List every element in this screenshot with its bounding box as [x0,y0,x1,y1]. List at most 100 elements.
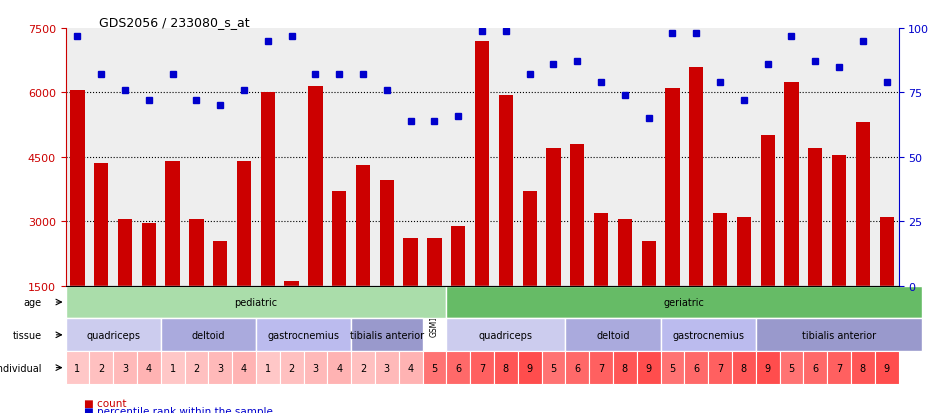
Text: deltoid: deltoid [192,330,225,340]
Text: 2: 2 [98,363,104,373]
Bar [641,241,656,286]
Text: 2: 2 [360,363,366,373]
Bar [636,351,661,384]
Bar [832,155,846,286]
Bar [428,239,442,286]
Text: geriatric: geriatric [664,297,705,307]
Text: 7: 7 [598,363,604,373]
Bar [880,217,894,286]
Bar [332,192,346,286]
Text: 4: 4 [336,363,343,373]
Text: 5: 5 [431,363,437,373]
Bar [499,95,513,286]
Bar [761,136,775,286]
Bar [256,351,280,384]
Text: 3: 3 [384,363,390,373]
Text: 7: 7 [836,363,842,373]
Text: 9: 9 [765,363,770,373]
Text: gastrocnemius: gastrocnemius [268,330,340,340]
Bar [547,149,561,286]
Text: 8: 8 [503,363,509,373]
Bar [713,213,727,286]
Text: quadriceps: quadriceps [479,330,533,340]
Bar [380,181,394,286]
Bar [237,162,251,286]
Bar [732,351,755,384]
Bar [261,93,275,286]
Bar [137,351,161,384]
Text: 8: 8 [860,363,866,373]
Text: 6: 6 [455,363,461,373]
Bar [399,351,422,384]
Bar [755,319,922,351]
Text: tibialis anterior: tibialis anterior [350,330,424,340]
Bar [166,162,180,286]
Text: gastrocnemius: gastrocnemius [672,330,744,340]
Bar [470,351,494,384]
Bar [403,239,417,286]
Bar [328,351,351,384]
Bar [161,351,184,384]
Bar [70,91,84,286]
Bar [565,319,661,351]
Text: 4: 4 [241,363,247,373]
Bar [351,351,375,384]
Text: tibialis anterior: tibialis anterior [802,330,876,340]
Text: 2: 2 [194,363,199,373]
Text: 8: 8 [740,363,747,373]
Text: 1: 1 [169,363,176,373]
Text: 2: 2 [288,363,295,373]
Bar [808,149,823,286]
Text: 3: 3 [122,363,128,373]
Bar [161,319,256,351]
Text: 4: 4 [146,363,152,373]
Text: 9: 9 [646,363,651,373]
Bar [589,351,613,384]
Bar [689,67,703,286]
Bar [375,351,399,384]
Text: 8: 8 [622,363,628,373]
Bar [308,87,323,286]
Bar [851,351,875,384]
Bar [89,351,113,384]
Text: 1: 1 [265,363,271,373]
Bar [755,351,780,384]
Bar [518,351,542,384]
Bar [613,351,636,384]
Text: 4: 4 [407,363,414,373]
Bar [184,351,209,384]
Bar [303,351,328,384]
Text: 3: 3 [313,363,318,373]
Bar [542,351,565,384]
Bar [66,351,89,384]
Bar [141,224,156,286]
Bar [737,217,751,286]
Text: pediatric: pediatric [234,297,277,307]
Bar [594,213,608,286]
Bar [256,319,351,351]
Text: age: age [23,297,42,307]
Text: 6: 6 [812,363,818,373]
Text: deltoid: deltoid [596,330,630,340]
Bar [875,351,899,384]
Bar [856,123,870,286]
Text: ■ count: ■ count [84,398,126,408]
Bar [475,42,490,286]
Text: 5: 5 [669,363,676,373]
Bar [570,145,584,286]
Bar [684,351,709,384]
Bar [351,319,422,351]
Text: individual: individual [0,363,42,373]
Bar [709,351,732,384]
Bar [661,351,684,384]
Bar [422,351,446,384]
Bar [661,319,755,351]
Bar [780,351,803,384]
Text: 1: 1 [74,363,80,373]
Bar [66,319,161,351]
Bar [446,351,470,384]
Text: 3: 3 [217,363,224,373]
Bar [209,351,232,384]
Bar [66,286,446,319]
Text: quadriceps: quadriceps [86,330,140,340]
